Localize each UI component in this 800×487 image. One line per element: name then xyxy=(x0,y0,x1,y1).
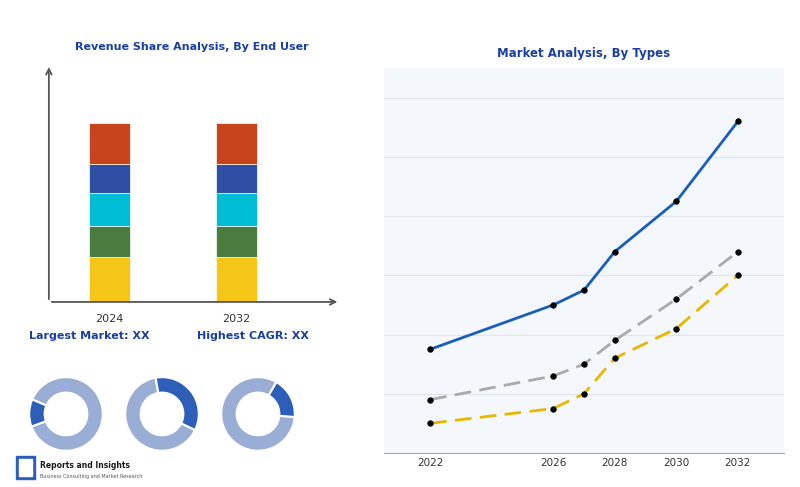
Bar xyxy=(216,226,257,257)
Bar xyxy=(90,193,130,226)
Bar xyxy=(216,164,257,193)
Bar xyxy=(90,226,130,257)
Text: US ENERGY MANAGEMENT SYSTEMS (EMS) MARKET SEGMENT ANALYSIS: US ENERGY MANAGEMENT SYSTEMS (EMS) MARKE… xyxy=(10,18,550,31)
Wedge shape xyxy=(269,382,294,417)
Text: 2032: 2032 xyxy=(222,314,250,324)
Text: Reports and Insights: Reports and Insights xyxy=(41,461,130,470)
Bar xyxy=(90,123,130,164)
Wedge shape xyxy=(29,399,46,427)
Bar xyxy=(90,257,130,302)
Text: Largest Market: XX: Largest Market: XX xyxy=(30,331,150,341)
Bar xyxy=(90,164,130,193)
Bar xyxy=(16,456,34,479)
Wedge shape xyxy=(31,377,102,451)
Wedge shape xyxy=(156,377,198,430)
Text: Business Consulting and Market Research: Business Consulting and Market Research xyxy=(41,474,143,479)
Wedge shape xyxy=(222,377,294,451)
Text: Highest CAGR: XX: Highest CAGR: XX xyxy=(198,331,310,341)
Bar xyxy=(216,257,257,302)
Bar xyxy=(19,459,32,476)
Wedge shape xyxy=(126,378,195,451)
Title: Revenue Share Analysis, By End User: Revenue Share Analysis, By End User xyxy=(75,42,309,52)
Bar xyxy=(216,193,257,226)
Bar xyxy=(216,123,257,164)
Text: 2024: 2024 xyxy=(95,314,124,324)
Title: Market Analysis, By Types: Market Analysis, By Types xyxy=(498,47,670,60)
